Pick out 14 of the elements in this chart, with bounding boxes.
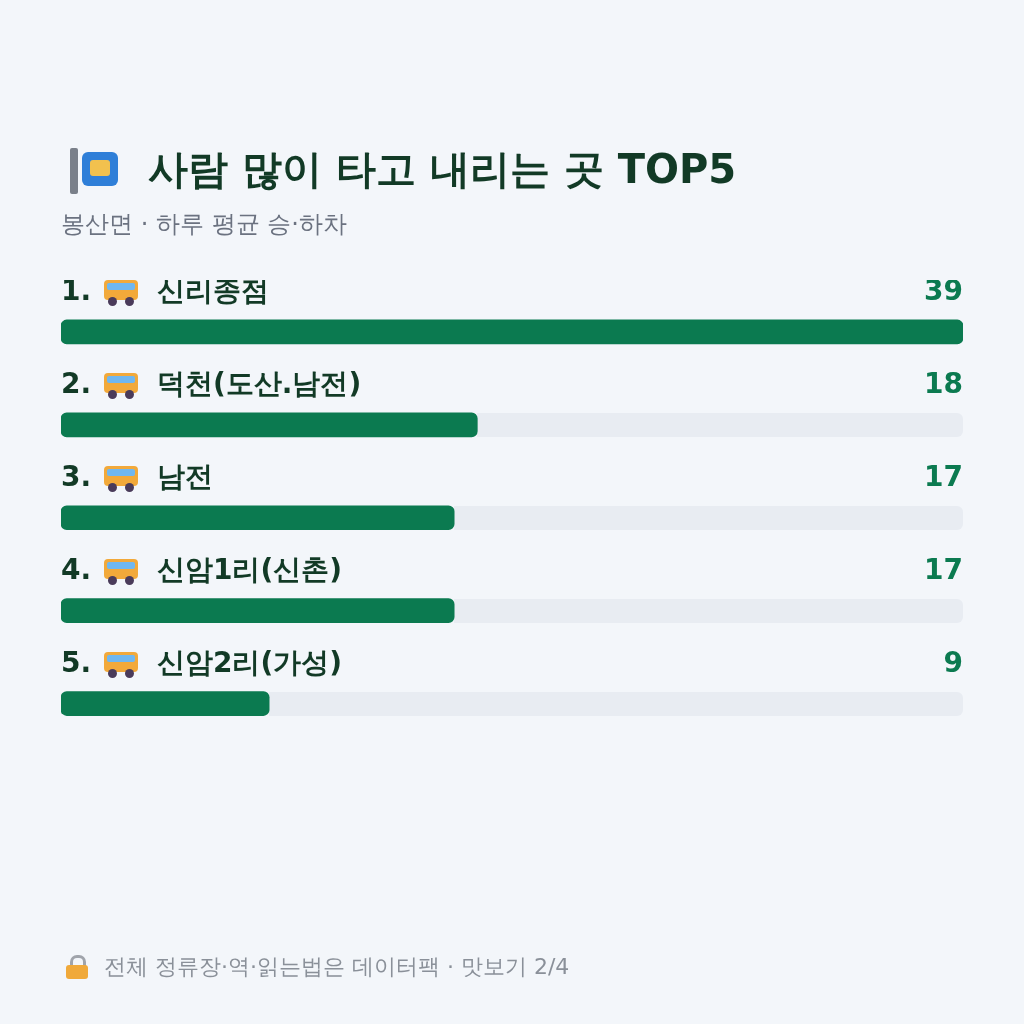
category-label: 3. 남전 <box>61 460 213 494</box>
category-label: 2. 덕천(도산.남전) <box>61 367 362 401</box>
category-label: 5. 신암2리(가성) <box>61 645 343 679</box>
data-label: 9 <box>943 645 963 679</box>
chart-subtitle: 봉산면 · 하루 평균 승·하차 <box>61 209 347 240</box>
data-label: 18 <box>924 367 963 401</box>
bar <box>61 691 270 716</box>
text: 전체 정류장·역·읽는법은 데이터팩 · 맛보기 2/4 <box>104 953 570 981</box>
data-label: 17 <box>924 460 963 494</box>
data-label: 17 <box>924 552 963 586</box>
bar <box>61 319 963 345</box>
chart-title: 사람 많이 타고 내리는 곳 TOP5 <box>148 145 737 194</box>
category-label: 4. 신암1리(신촌) <box>61 552 343 586</box>
data-label: 39 <box>924 274 963 308</box>
